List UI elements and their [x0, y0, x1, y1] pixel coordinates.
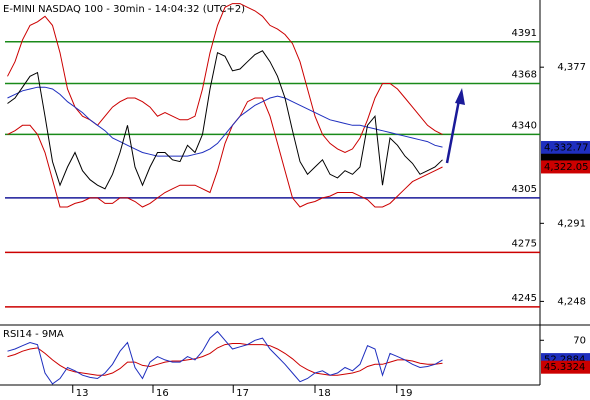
series-line: [7, 343, 443, 376]
x-tick-label: 18: [318, 388, 331, 399]
price-marker-label: 52.2884: [544, 355, 585, 366]
series-line: [7, 86, 443, 157]
price-marker-label: 4,322.05: [544, 162, 589, 173]
chart-title: E-MINI NASDAQ 100 - 30min - 14:04:32 (UT…: [3, 4, 245, 15]
level-label: 4340: [512, 120, 537, 131]
y-tick-label: 4,377: [557, 62, 586, 73]
level-label: 4275: [512, 238, 537, 249]
level-label: 4305: [512, 184, 537, 195]
level-label: 4368: [512, 70, 537, 81]
arrow: [445, 99, 461, 164]
chart-title: RSI14 - 9MA: [3, 329, 64, 340]
price-marker: [541, 140, 590, 154]
plot: E-MINI NASDAQ 100 - 30min - 14:04:32 (UT…: [3, 3, 590, 399]
series-line: [7, 50, 443, 190]
arrow-head: [455, 88, 465, 105]
y-tick-label: 70: [573, 335, 586, 346]
series-line: [7, 97, 443, 208]
series-line: [7, 3, 443, 154]
level-label: 4245: [512, 293, 537, 304]
x-tick-label: 19: [400, 388, 413, 399]
x-tick-label: 16: [156, 388, 169, 399]
x-tick-label: 13: [76, 388, 89, 399]
y-tick-label: 4,291: [557, 218, 586, 229]
price-marker: [541, 360, 590, 374]
price-marker-label: 4,332.77: [544, 142, 589, 153]
price-marker-label: 45.3324: [544, 362, 585, 373]
price-marker: [541, 160, 590, 174]
series-line: [7, 330, 443, 385]
y-tick-label: 4,248: [557, 296, 586, 307]
x-tick-label: 17: [236, 388, 249, 399]
level-label: 4391: [512, 28, 537, 39]
